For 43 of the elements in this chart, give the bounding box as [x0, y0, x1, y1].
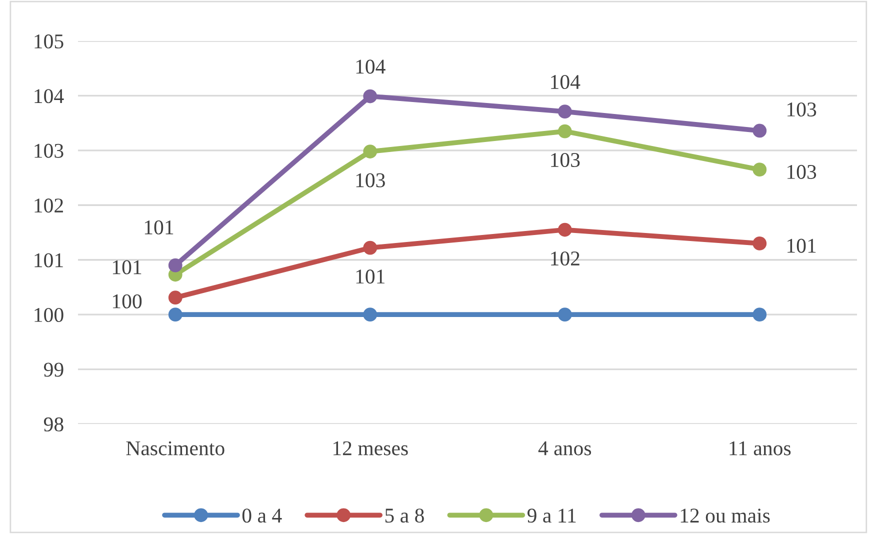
- x-tick-label: Nascimento: [126, 441, 224, 456]
- point: [558, 308, 572, 322]
- point: [752, 162, 767, 177]
- data-label: 100: [112, 294, 142, 308]
- data-label: 101: [112, 260, 142, 274]
- data-label: 104: [551, 74, 580, 90]
- legend-label: 9 a 11: [527, 508, 576, 523]
- x-tick-label: 12 meses: [333, 441, 408, 456]
- point: [168, 258, 182, 272]
- point: [558, 222, 572, 237]
- y-tick-label: 98: [44, 417, 64, 432]
- data-label: 103: [356, 173, 385, 188]
- data-label: 103: [788, 164, 816, 179]
- point: [363, 240, 378, 255]
- y-tick-label: 100: [34, 308, 64, 322]
- point: [752, 124, 767, 138]
- point: [363, 89, 378, 104]
- legend-label: 12 ou mais: [680, 508, 770, 523]
- legend-label: 0 a 4: [242, 508, 282, 523]
- data-label: 103: [551, 152, 580, 168]
- y-tick-label: 103: [34, 144, 64, 158]
- data-label: 101: [788, 238, 816, 253]
- point: [363, 308, 378, 322]
- data-label: 101: [356, 270, 384, 284]
- y-tick-label: 105: [34, 34, 64, 48]
- point: [558, 124, 572, 138]
- x-tick-label: 4 anos: [538, 441, 592, 456]
- legend-label: 5 a 8: [385, 508, 424, 523]
- data-label: 104: [356, 60, 386, 74]
- y-tick-label: 104: [34, 89, 64, 104]
- data-label: 102: [551, 251, 580, 266]
- point: [558, 104, 572, 119]
- point: [363, 144, 378, 158]
- point: [168, 308, 182, 322]
- point: [752, 308, 767, 322]
- point: [168, 290, 182, 305]
- data-label: 103: [788, 102, 816, 116]
- x-tick-label: 11 anos: [730, 441, 791, 456]
- y-tick-label: 99: [44, 362, 64, 377]
- data-label: 101: [144, 220, 174, 234]
- point: [752, 236, 767, 250]
- y-tick-label: 102: [34, 198, 63, 213]
- y-tick-label: 101: [34, 253, 63, 268]
